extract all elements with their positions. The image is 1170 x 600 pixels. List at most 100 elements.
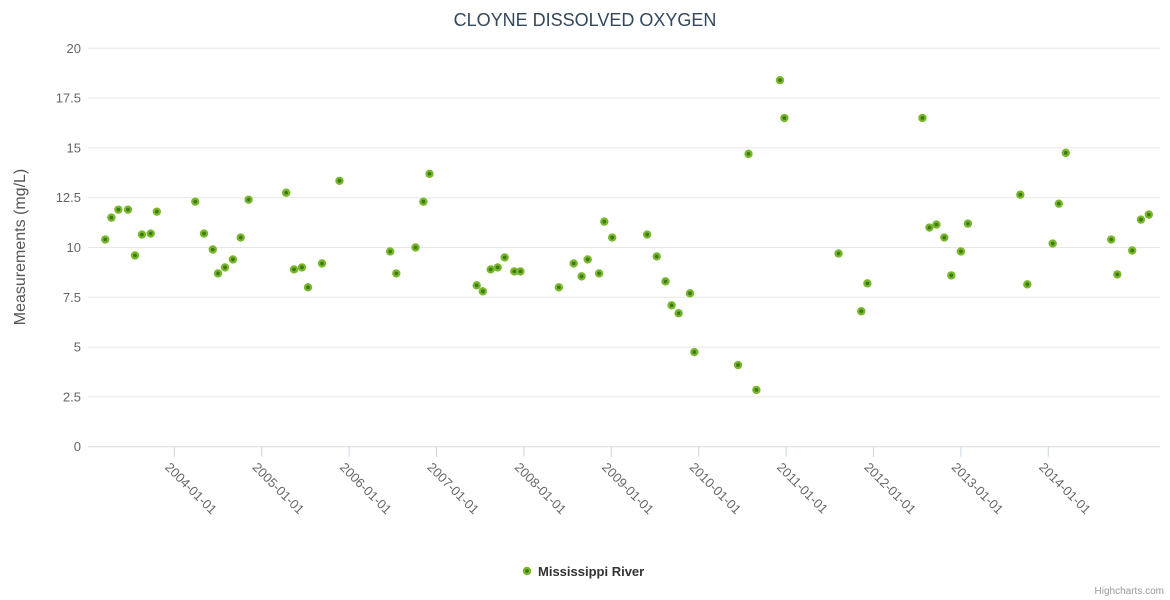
data-point-marker-core-icon [488,267,493,272]
x-axis-tick-label: 2005-01-01 [250,460,308,518]
data-point-marker-core-icon [154,209,159,214]
data-point[interactable] [834,249,843,258]
data-point[interactable] [1144,210,1154,219]
data-point[interactable] [281,188,291,197]
x-axis-tick-label: 2007-01-01 [424,460,482,518]
data-point[interactable] [863,279,872,288]
data-point-marker-core-icon [836,251,841,256]
data-point[interactable] [146,229,155,238]
data-point[interactable] [1061,148,1070,158]
data-point-marker-core-icon [556,285,561,290]
data-point[interactable] [472,281,481,290]
data-point[interactable] [236,233,245,242]
data-point[interactable] [1136,215,1146,224]
y-axis-tick-label: 7.5 [63,290,81,305]
data-point-marker-core-icon [949,273,954,278]
x-axis-tick-label: 2012-01-01 [861,460,919,518]
data-point[interactable] [1107,235,1116,244]
data-point[interactable] [297,263,307,272]
data-point[interactable] [478,287,488,296]
data-point[interactable] [1128,246,1137,255]
data-point-marker-core-icon [394,271,399,276]
data-point[interactable] [101,235,110,244]
data-point[interactable] [510,267,519,276]
data-point[interactable] [594,269,604,278]
data-point[interactable] [642,230,652,239]
data-point[interactable] [1023,280,1032,289]
legend-marker-core-icon [525,569,529,573]
data-point-marker-core-icon [246,197,251,202]
data-point-marker-core-icon [388,249,393,254]
data-point-marker-core-icon [602,219,607,224]
data-point[interactable] [107,213,116,222]
data-point[interactable] [940,233,949,242]
data-point[interactable] [667,301,676,310]
data-point-marker-core-icon [1056,201,1061,206]
y-axis-tick-labels: 0 2.5 5 7.5 10 12.5 15 17.5 20 [56,41,81,454]
data-point[interactable] [956,247,966,256]
credits-link[interactable]: Highcharts.com [1095,586,1164,597]
y-axis-tick-label: 10 [67,240,81,255]
data-point-marker-core-icon [654,254,659,259]
data-point[interactable] [1054,199,1063,208]
data-point[interactable] [289,265,299,274]
data-point[interactable] [733,360,743,370]
data-point[interactable] [130,251,140,260]
data-point[interactable] [569,259,578,268]
data-point[interactable] [220,263,230,272]
data-point[interactable] [554,283,564,292]
data-point[interactable] [425,169,434,178]
data-point[interactable] [661,277,670,286]
data-point[interactable] [918,113,927,123]
data-point[interactable] [486,265,495,274]
data-point[interactable] [780,113,789,123]
data-point[interactable] [392,269,401,278]
data-point[interactable] [213,269,223,278]
data-point[interactable] [963,219,973,228]
data-point[interactable] [114,205,123,214]
data-point[interactable] [516,267,525,276]
data-point[interactable] [744,149,753,159]
data-point[interactable] [674,309,683,318]
data-point-marker-core-icon [103,237,108,242]
data-point[interactable] [123,205,133,214]
data-point[interactable] [500,253,509,262]
data-point[interactable] [1113,270,1122,279]
data-point-marker-core-icon [920,116,925,120]
data-point[interactable] [303,283,313,292]
data-point[interactable] [317,259,327,268]
data-point[interactable] [925,223,934,232]
data-point[interactable] [600,217,609,226]
data-point[interactable] [690,347,699,357]
data-point[interactable] [947,271,956,280]
data-point[interactable] [411,243,420,252]
data-point[interactable] [385,247,395,256]
data-point-marker-core-icon [959,249,963,254]
data-point[interactable] [419,197,428,206]
data-point[interactable] [932,220,941,229]
data-point[interactable] [583,255,592,264]
data-point[interactable] [493,263,502,272]
data-point-marker-core-icon [1130,248,1135,253]
y-axis-tick-label: 12.5 [56,190,81,205]
data-point[interactable] [685,289,695,298]
data-point[interactable] [607,233,617,242]
data-point[interactable] [152,207,162,216]
data-point[interactable] [191,197,200,206]
data-point[interactable] [199,229,209,238]
data-point-marker-core-icon [927,225,932,230]
data-point[interactable] [752,385,761,395]
data-point[interactable] [208,245,217,254]
data-point[interactable] [1016,190,1025,199]
legend-label: Mississippi River [538,564,644,579]
data-point[interactable] [775,75,785,85]
legend-item-mississippi-river[interactable]: Mississippi River [522,564,644,579]
data-point[interactable] [137,230,147,239]
data-point[interactable] [857,307,866,316]
data-point[interactable] [577,272,586,281]
data-point[interactable] [228,255,238,264]
data-point[interactable] [244,195,253,204]
data-point[interactable] [652,252,661,261]
data-point[interactable] [1048,239,1057,248]
data-point[interactable] [335,176,344,185]
